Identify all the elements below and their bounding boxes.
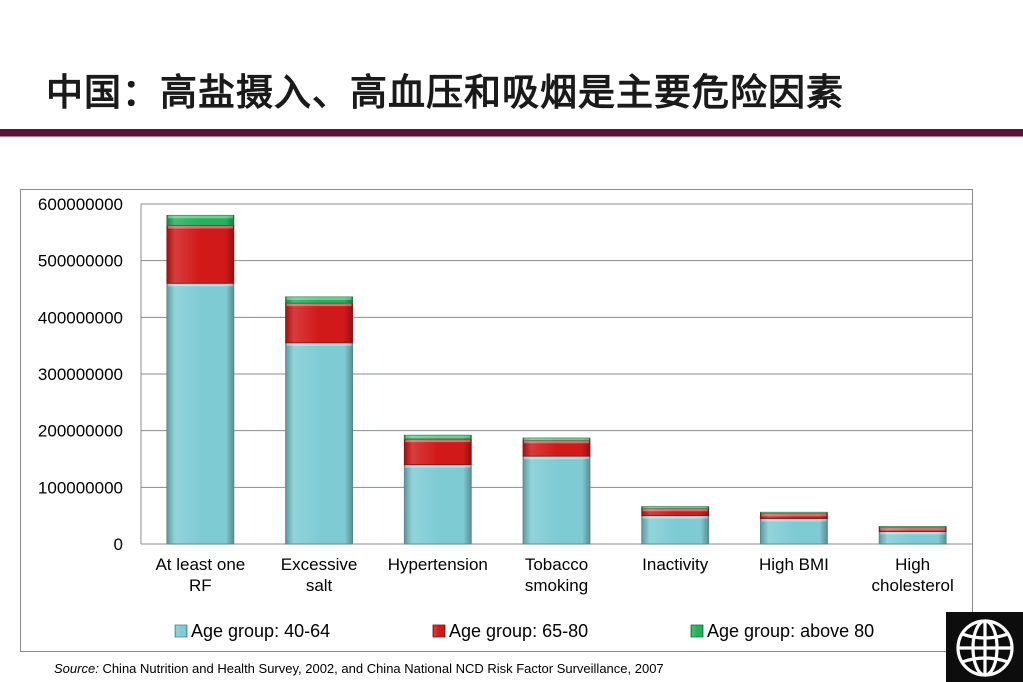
bar-segment-highlight	[880, 526, 946, 528]
x-tick-label: Hypertension	[388, 555, 488, 574]
bar-segment-highlight	[167, 283, 233, 287]
bar-segment-highlight	[167, 215, 233, 219]
bar-segment-highlight	[286, 342, 352, 346]
bar-segment	[641, 515, 710, 545]
bar-segment-highlight	[761, 512, 827, 514]
bar-segment-highlight	[524, 438, 589, 441]
bar-segment	[285, 296, 353, 304]
bar-segment-highlight	[880, 527, 946, 531]
bar-segment	[760, 518, 828, 545]
bar-segment-highlight	[642, 508, 708, 512]
legend-label: Age group: 40-64	[191, 621, 330, 641]
x-tick-label: RF	[189, 576, 212, 595]
bar-segment	[760, 511, 828, 514]
bar-segment-highlight	[642, 515, 708, 519]
stacked-bar-chart: 0 100000000 200000000 300000000 400000000 500…	[38, 195, 972, 641]
x-tick-label: salt	[306, 576, 333, 595]
title-rule	[0, 129, 1023, 136]
bar-segment	[878, 526, 947, 528]
bar-segment-highlight	[405, 435, 471, 439]
world-bank-logo	[946, 612, 1023, 682]
bar-segment	[166, 214, 235, 226]
bar-segment	[285, 302, 353, 344]
source-label: Source:	[54, 661, 99, 676]
x-tick-label: Tobacco	[525, 555, 588, 574]
y-tick-label: 500000000	[38, 252, 123, 271]
x-tick-label: smoking	[525, 576, 588, 595]
bar-segment	[641, 506, 710, 509]
slide-title: 中国：高盐摄入、高血压和吸烟是主要危险因素	[46, 71, 844, 114]
bar-segment-highlight	[405, 464, 471, 468]
x-tick-label: Inactivity	[642, 555, 709, 574]
legend-label: Age group: above 80	[707, 621, 874, 641]
y-tick-label: 300000000	[38, 365, 123, 384]
legend-label: Age group: 65-80	[449, 621, 588, 641]
bar-segment	[285, 342, 353, 545]
title-rule-highlight	[0, 136, 1023, 137]
bar-segment	[403, 438, 472, 466]
bar-segment	[403, 464, 472, 545]
bar-segment-highlight	[167, 225, 233, 229]
legend-swatch	[432, 624, 446, 638]
bar-segment-highlight	[405, 439, 471, 443]
x-tick-label: High	[895, 555, 930, 574]
bar-segment-highlight	[880, 531, 946, 535]
x-tick-label: cholesterol	[872, 576, 954, 595]
y-tick-label: 600000000	[38, 195, 123, 214]
bar-segment-highlight	[286, 296, 352, 300]
bar-segment	[166, 225, 235, 284]
source-note: Source: China Nutrition and Health Surve…	[54, 661, 664, 676]
bar-segment	[403, 434, 472, 440]
y-tick-label: 200000000	[38, 422, 123, 441]
legend-swatch	[174, 624, 188, 638]
y-tick-label: 100000000	[38, 478, 123, 497]
bar-segment	[522, 437, 591, 441]
bar-segment-highlight	[286, 303, 352, 307]
y-tick-label: 0	[114, 535, 123, 554]
bar-segment	[522, 455, 591, 545]
y-tick-label: 400000000	[38, 308, 123, 327]
bar-segment-highlight	[524, 440, 589, 444]
bar-segment-highlight	[524, 456, 589, 460]
bar-segment-highlight	[761, 513, 827, 517]
globe-icon	[956, 619, 1014, 677]
x-tick-label: Excessive	[281, 555, 358, 574]
chart-frame: 0 100000000 200000000 300000000 400000000 500…	[20, 189, 973, 652]
bar-segment	[166, 282, 235, 545]
bar-segment-highlight	[761, 518, 827, 522]
x-tick-label: High BMI	[759, 555, 829, 574]
x-tick-label: At least one	[155, 555, 245, 574]
legend-swatch	[690, 624, 704, 638]
source-text: China Nutrition and Health Survey, 2002,…	[102, 661, 664, 676]
bar-segment-highlight	[642, 506, 708, 509]
